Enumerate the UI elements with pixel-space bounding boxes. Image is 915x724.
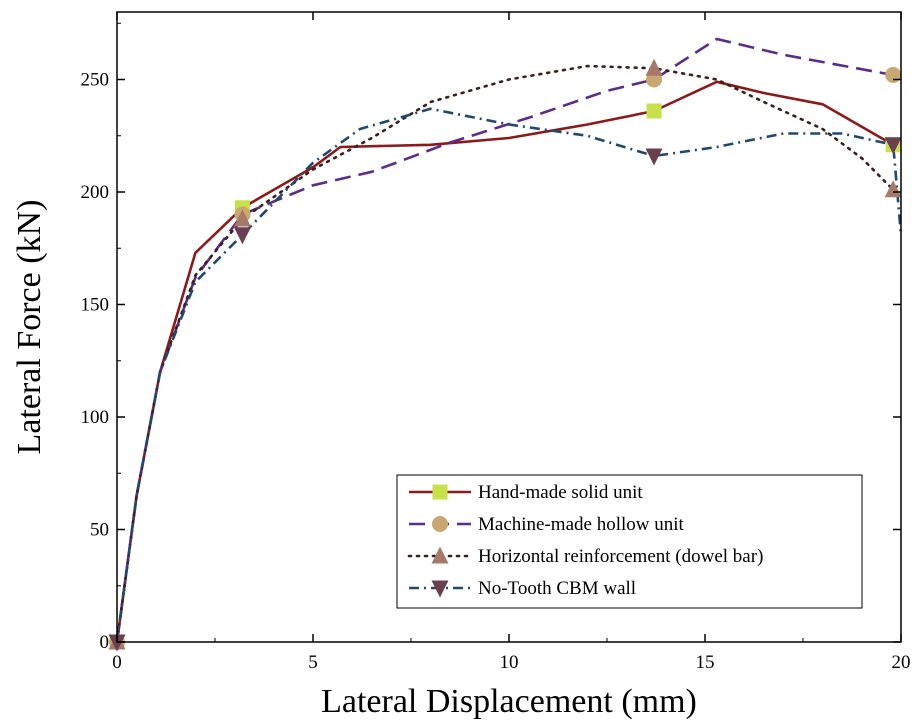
legend: Hand-made solid unit Machine-made hollow …	[396, 474, 863, 609]
legend-label-3: Horizontal reinforcement (dowel bar)	[478, 546, 763, 567]
legend-label-4: No-Tooth CBM wall	[478, 578, 636, 599]
legend-marker-2	[432, 516, 448, 532]
x-axis: 0 5 10 15 20	[112, 12, 911, 673]
legend-label-1: Hand-made solid unit	[478, 482, 643, 503]
y-tick-label: 250	[81, 70, 110, 91]
x-tick-label: 20	[892, 652, 911, 673]
series-line-4	[117, 107, 901, 642]
legend-marker-4	[431, 580, 449, 598]
y-tick-label: 50	[90, 520, 109, 541]
y-tick-label: 200	[81, 182, 110, 203]
series-4-point	[233, 227, 251, 245]
legend-label-2: Machine-made hollow unit	[478, 514, 685, 535]
legend-box	[396, 474, 863, 609]
series-line-3	[117, 64, 901, 642]
y-tick-label: 100	[81, 407, 110, 428]
series-4-point	[645, 148, 663, 166]
series-3-point	[233, 209, 251, 227]
marker-layer	[108, 58, 902, 652]
series-3-point	[884, 180, 902, 198]
series-layer	[117, 37, 901, 642]
y-axis-title: Lateral Force (kN)	[11, 200, 48, 455]
series-3-point	[645, 58, 663, 76]
series-4-point	[884, 137, 902, 155]
x-tick-label: 15	[696, 652, 715, 673]
x-tick-label: 5	[308, 652, 318, 673]
y-tick-label: 150	[81, 295, 110, 316]
y-axis: 0 50 100 150 200 250	[81, 22, 901, 653]
series-1-point	[646, 103, 662, 119]
series-2-point	[885, 67, 902, 83]
series-4-point	[108, 634, 126, 652]
y-tick-label: 0	[100, 632, 110, 653]
legend-marker-3	[431, 546, 449, 564]
x-axis-title: Lateral Displacement (mm)	[321, 683, 697, 720]
x-tick-label: 0	[112, 652, 122, 673]
series-line-1	[117, 80, 901, 642]
legend-marker-1	[432, 484, 448, 500]
x-tick-label: 10	[500, 652, 519, 673]
